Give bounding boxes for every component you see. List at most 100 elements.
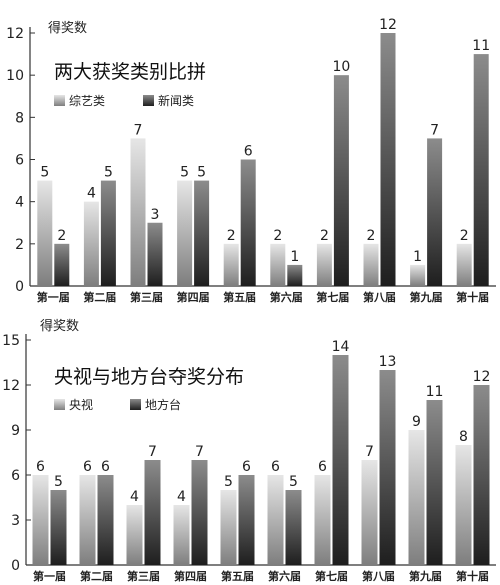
- x-tick-label: 第三届: [130, 290, 163, 304]
- y-axis-label: 得奖数: [48, 20, 87, 36]
- bar-series-2: [380, 33, 396, 286]
- data-label: 5: [104, 165, 113, 181]
- x-tick-label: 第三届: [127, 569, 160, 583]
- bar-series-2: [194, 180, 210, 286]
- bar-series-1: [267, 475, 284, 565]
- y-axis-label: 得奖数: [40, 318, 79, 334]
- bar-series-1: [408, 430, 425, 565]
- x-tick-label: 第九届: [409, 569, 442, 583]
- data-label: 11: [472, 38, 490, 54]
- x-tick-label: 第七届: [315, 569, 348, 583]
- data-label: 12: [473, 369, 491, 385]
- data-label: 5: [180, 165, 189, 181]
- x-tick-label: 第七届: [316, 290, 349, 304]
- x-tick-label: 第二届: [80, 569, 113, 583]
- bar-series-1: [455, 445, 472, 565]
- bar-series-2: [379, 370, 396, 565]
- x-tick-label: 第十届: [456, 290, 489, 304]
- y-tick-label: 6: [11, 468, 20, 484]
- data-label: 6: [271, 459, 280, 475]
- y-tick-label: 12: [2, 378, 20, 394]
- data-label: 5: [289, 474, 298, 490]
- data-label: 2: [460, 228, 469, 244]
- data-label: 2: [227, 228, 236, 244]
- chart-title: 两大获奖类别比拼: [54, 61, 206, 83]
- legend-swatch-series-2: [130, 399, 141, 410]
- x-tick-label: 第十届: [456, 569, 489, 583]
- bar-series-2: [238, 475, 255, 565]
- data-label: 6: [36, 459, 45, 475]
- y-tick-label: 9: [11, 423, 20, 439]
- bar-series-1: [177, 180, 193, 286]
- x-tick-label: 第六届: [270, 290, 303, 304]
- y-tick-label: 4: [15, 195, 24, 211]
- bar-series-2: [332, 355, 349, 565]
- data-label: 5: [197, 165, 206, 181]
- y-tick-label: 10: [6, 68, 24, 84]
- y-tick-label: 3: [11, 513, 20, 529]
- data-label: 11: [426, 384, 444, 400]
- chart-title: 央视与地方台夺奖分布: [54, 366, 244, 388]
- y-tick-label: 0: [11, 558, 20, 574]
- legend-swatch-series-2: [143, 95, 154, 106]
- data-label: 14: [332, 339, 350, 355]
- bar-series-2: [100, 180, 116, 286]
- data-label: 13: [379, 354, 397, 370]
- bar-series-2: [54, 243, 70, 286]
- bar-series-1: [270, 243, 286, 286]
- data-label: 6: [318, 459, 327, 475]
- data-label: 6: [244, 144, 253, 160]
- x-tick-label: 第五届: [223, 290, 256, 304]
- bar-series-2: [147, 222, 163, 286]
- x-tick-label: 第九届: [410, 290, 443, 304]
- x-tick-label: 第八届: [363, 290, 396, 304]
- legend-label-series-2: 新闻类: [158, 93, 194, 108]
- legend-label-series-1: 央视: [69, 397, 93, 412]
- bar-series-1: [126, 505, 143, 565]
- data-label: 3: [151, 207, 160, 223]
- bar-series-1: [173, 505, 190, 565]
- data-label: 7: [195, 444, 204, 460]
- bar-series-2: [473, 385, 490, 565]
- x-tick-label: 第八届: [362, 569, 395, 583]
- data-label: 5: [224, 474, 233, 490]
- data-label: 1: [290, 249, 299, 265]
- data-label: 7: [430, 122, 439, 138]
- bar-series-1: [37, 180, 53, 286]
- data-label: 10: [332, 59, 350, 75]
- bar-series-2: [144, 460, 161, 565]
- bar-series-2: [333, 75, 349, 287]
- y-tick-label: 6: [15, 153, 24, 169]
- data-label: 6: [242, 459, 251, 475]
- bar-series-1: [223, 243, 239, 286]
- data-label: 2: [367, 228, 376, 244]
- legend-label-series-2: 地方台: [145, 397, 181, 412]
- data-label: 4: [87, 186, 96, 202]
- chart-panel-award-categories: 得奖数 两大获奖类别比拼 综艺类 新闻类 02468101252第一届45第二届…: [6, 17, 496, 304]
- legend-swatch-series-1: [54, 95, 65, 106]
- bar-series-1: [314, 475, 331, 565]
- x-tick-label: 第四届: [174, 569, 207, 583]
- data-label: 6: [83, 459, 92, 475]
- bar-series-1: [363, 243, 379, 286]
- data-label: 2: [273, 228, 282, 244]
- data-label: 6: [101, 459, 110, 475]
- data-label: 2: [57, 228, 66, 244]
- bar-series-2: [240, 159, 256, 286]
- bar-series-1: [316, 243, 332, 286]
- y-tick-label: 0: [15, 279, 24, 295]
- bar-series-1: [83, 201, 99, 286]
- y-tick-label: 15: [2, 333, 20, 349]
- x-tick-label: 第二届: [83, 290, 116, 304]
- x-tick-label: 第一届: [33, 569, 66, 583]
- bar-series-1: [410, 264, 426, 286]
- bar-series-2: [473, 54, 489, 287]
- bar-series-2: [50, 490, 67, 565]
- data-label: 1: [413, 249, 422, 265]
- data-label: 12: [379, 17, 397, 33]
- bar-series-1: [220, 490, 237, 565]
- data-label: 7: [134, 122, 143, 138]
- bar-series-2: [97, 475, 114, 565]
